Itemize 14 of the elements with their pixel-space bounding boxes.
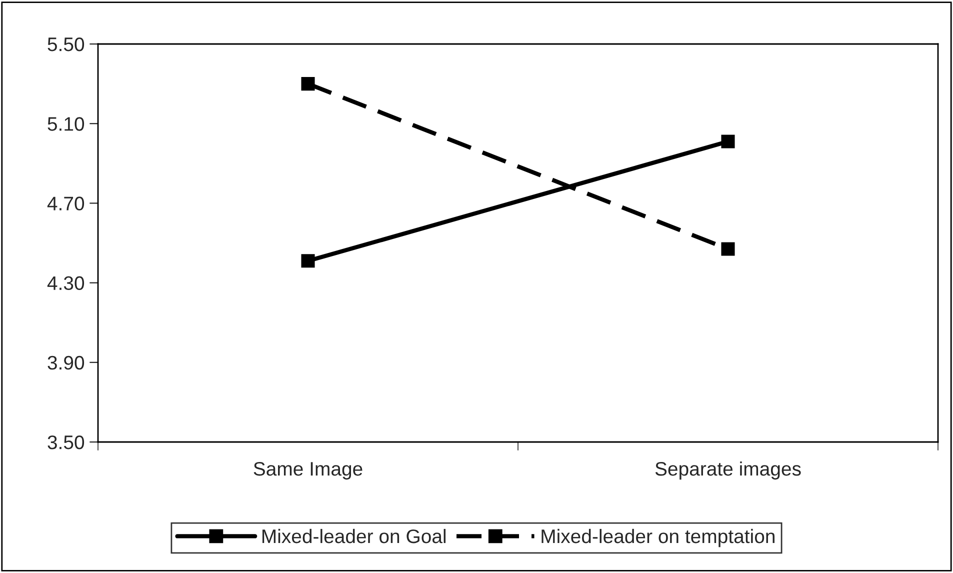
point [301,254,315,268]
y-tick-label: 4.70 [47,196,84,210]
legend-label: Mixed-leader on Goal [262,528,446,544]
y-tick-label: 3.50 [48,435,84,450]
y-tick-label: 3.90 [48,356,84,370]
point [301,77,315,91]
x-tick-label: Same Image [254,462,362,480]
y-tick-label: 5.10 [48,117,84,131]
x-tick-label: Separate images [655,461,801,480]
y-tick-label: 5.50 [48,37,84,52]
legend-label: Mixed-leader on temptation [542,528,774,548]
point [721,242,735,256]
point [721,134,735,148]
y-tick-label: 4.30 [47,276,84,290]
